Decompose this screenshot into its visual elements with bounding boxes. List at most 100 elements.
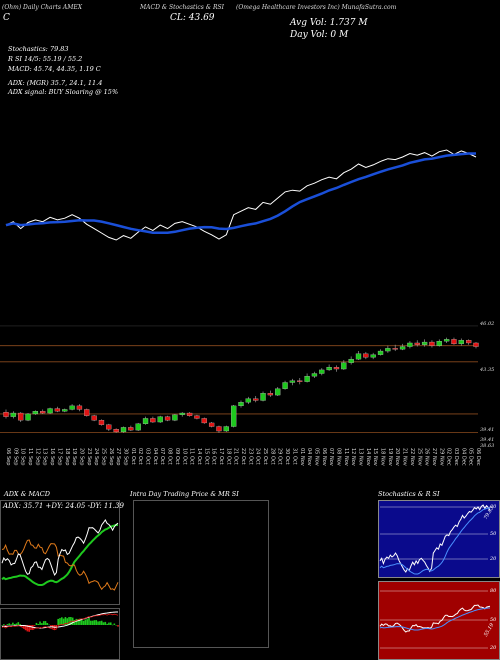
date-tick-label: 17 Sep [56, 448, 62, 465]
date-tick-label: 04 Nov [306, 448, 312, 466]
rsi-info: R SI 14/5: 55.19 / 55.2 [8, 55, 83, 63]
adx-macd-title: ADX & MACD [4, 490, 50, 498]
macd-histogram-bar [59, 618, 61, 625]
date-tick-label: 26 Sep [108, 448, 114, 465]
stochastics-info: Stochastics: 79.83 [8, 45, 69, 53]
macd-histogram-bar [88, 618, 90, 625]
rsi-level-20: 20 [490, 645, 497, 651]
intraday-panel [133, 500, 269, 648]
macd-histogram-bar [13, 624, 16, 625]
adx-panel [0, 500, 120, 605]
macd-histogram-bar [50, 625, 52, 627]
adx-plus-di-line [1, 524, 118, 586]
candle-body [355, 353, 362, 360]
adx-info: ADX: (MGR) 35.7, 24.1, 11.4 [8, 79, 103, 87]
candle-body [120, 427, 127, 433]
date-tick-label: 21 Oct [233, 448, 239, 465]
close-value: CL: 43.69 [170, 13, 215, 23]
macd-histogram-bar [75, 618, 78, 625]
candle-body [399, 346, 406, 350]
macd-histogram-bar [108, 622, 110, 625]
date-tick-label: 27 Sep [115, 448, 121, 465]
day-volume: Day Vol: 0 M [290, 30, 349, 40]
date-tick-label: 11 Oct [189, 448, 195, 465]
candle-body [201, 418, 207, 424]
date-tick-label: 14 Oct [196, 448, 202, 465]
macd-histogram-bar [93, 620, 96, 625]
candle-body [32, 411, 39, 415]
candle-body [10, 412, 16, 417]
candle-body [282, 382, 288, 389]
date-tick-label: 12 Sep [34, 448, 40, 465]
candle-body [451, 339, 457, 345]
stoch-rsi-title: Stochastics & R SI [378, 490, 440, 498]
candle-body [179, 412, 185, 415]
candle-body [319, 369, 325, 374]
candle-body [377, 350, 384, 355]
macd-histogram-bar [61, 617, 63, 625]
date-tick-label: 07 Oct [159, 448, 165, 465]
date-tick-label: 27 Nov [431, 448, 437, 466]
macd-histogram-bar [90, 620, 92, 625]
macd-histogram-bar [99, 621, 101, 625]
candle-body [54, 408, 61, 412]
macd-histogram-bar [42, 621, 45, 625]
macd-histogram-bar [3, 624, 5, 625]
candle-body [91, 415, 97, 421]
avg-volume: Avg Vol: 1.737 M [290, 18, 368, 28]
date-tick-label: 22 Oct [240, 448, 246, 465]
date-tick-label: 02 Oct [137, 448, 143, 465]
macd-histogram-bar [1, 625, 3, 626]
date-tick-label: 25 Sep [100, 448, 106, 465]
macd-histogram-bar [106, 623, 108, 625]
candle-body [304, 376, 310, 382]
date-tick-label: 18 Nov [380, 448, 386, 466]
macd-histogram-bar [26, 625, 29, 632]
rsi-signal-line [379, 607, 490, 631]
date-tick-label: 26 Nov [424, 448, 430, 466]
candle-body [421, 341, 428, 345]
date-tick-label: 11 Nov [343, 448, 349, 466]
date-tick-label: 07 Nov [328, 448, 334, 466]
candle-body [106, 424, 112, 430]
macd-histogram-bar [39, 621, 41, 625]
date-tick-label: 16 Sep [49, 448, 55, 465]
rsi-line [379, 604, 491, 633]
date-tick-label: 21 Nov [402, 448, 408, 466]
macd-histogram-bar [46, 623, 49, 625]
date-tick-label: 06 Sep [5, 448, 11, 465]
date-tick-label: 03 Dec [453, 448, 459, 466]
candle-body [186, 412, 193, 416]
adx-values: ADX: 35.71 +DY: 24.05 -DY: 11.39 [3, 502, 124, 510]
macd-histogram-bar [80, 618, 83, 625]
macd-histogram-bar [111, 624, 114, 626]
date-tick-label: 01 Nov [299, 448, 305, 466]
macd-histogram-bar [28, 625, 30, 632]
candle-body [370, 354, 376, 358]
moving-average-line [5, 152, 476, 234]
date-tick-label: 04 Dec [460, 448, 466, 466]
macd-histogram-bar [37, 623, 40, 625]
date-tick-label: 28 Oct [269, 448, 275, 465]
macd-histogram-bar [22, 625, 25, 629]
date-tick-label: 24 Oct [255, 448, 261, 465]
date-tick-label: 12 Nov [350, 448, 356, 466]
macd-histogram-bar [95, 620, 98, 625]
macd-histogram-bar [55, 625, 58, 628]
candle-body [142, 418, 149, 424]
date-tick-label: 13 Nov [358, 448, 364, 466]
macd-histogram-bar [41, 623, 43, 625]
candle-body [363, 353, 369, 358]
date-tick-label: 25 Oct [262, 448, 268, 465]
header-title-1: (Ohm) Daily Charts AMEX [2, 4, 83, 11]
macd-histogram-bar [35, 622, 38, 625]
date-tick-label: 19 Nov [387, 448, 393, 466]
price-chart: 06 Sep 09 Sep 10 Sep 11 Sep 12 Sep 13 Sep 16 S… [0, 149, 481, 466]
candle-body [348, 358, 354, 363]
macd-histogram-bar [117, 625, 119, 627]
date-tick-label: 19 Sep [71, 448, 77, 465]
candle-body [436, 341, 442, 346]
candle-body [84, 409, 90, 416]
candle-body [208, 422, 215, 427]
